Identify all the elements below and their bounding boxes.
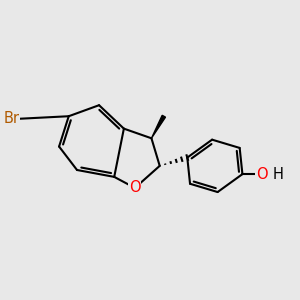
Text: Br: Br	[3, 112, 19, 127]
Text: O: O	[129, 180, 141, 195]
Text: H: H	[273, 167, 284, 182]
Polygon shape	[152, 115, 166, 138]
Text: O: O	[256, 167, 268, 182]
